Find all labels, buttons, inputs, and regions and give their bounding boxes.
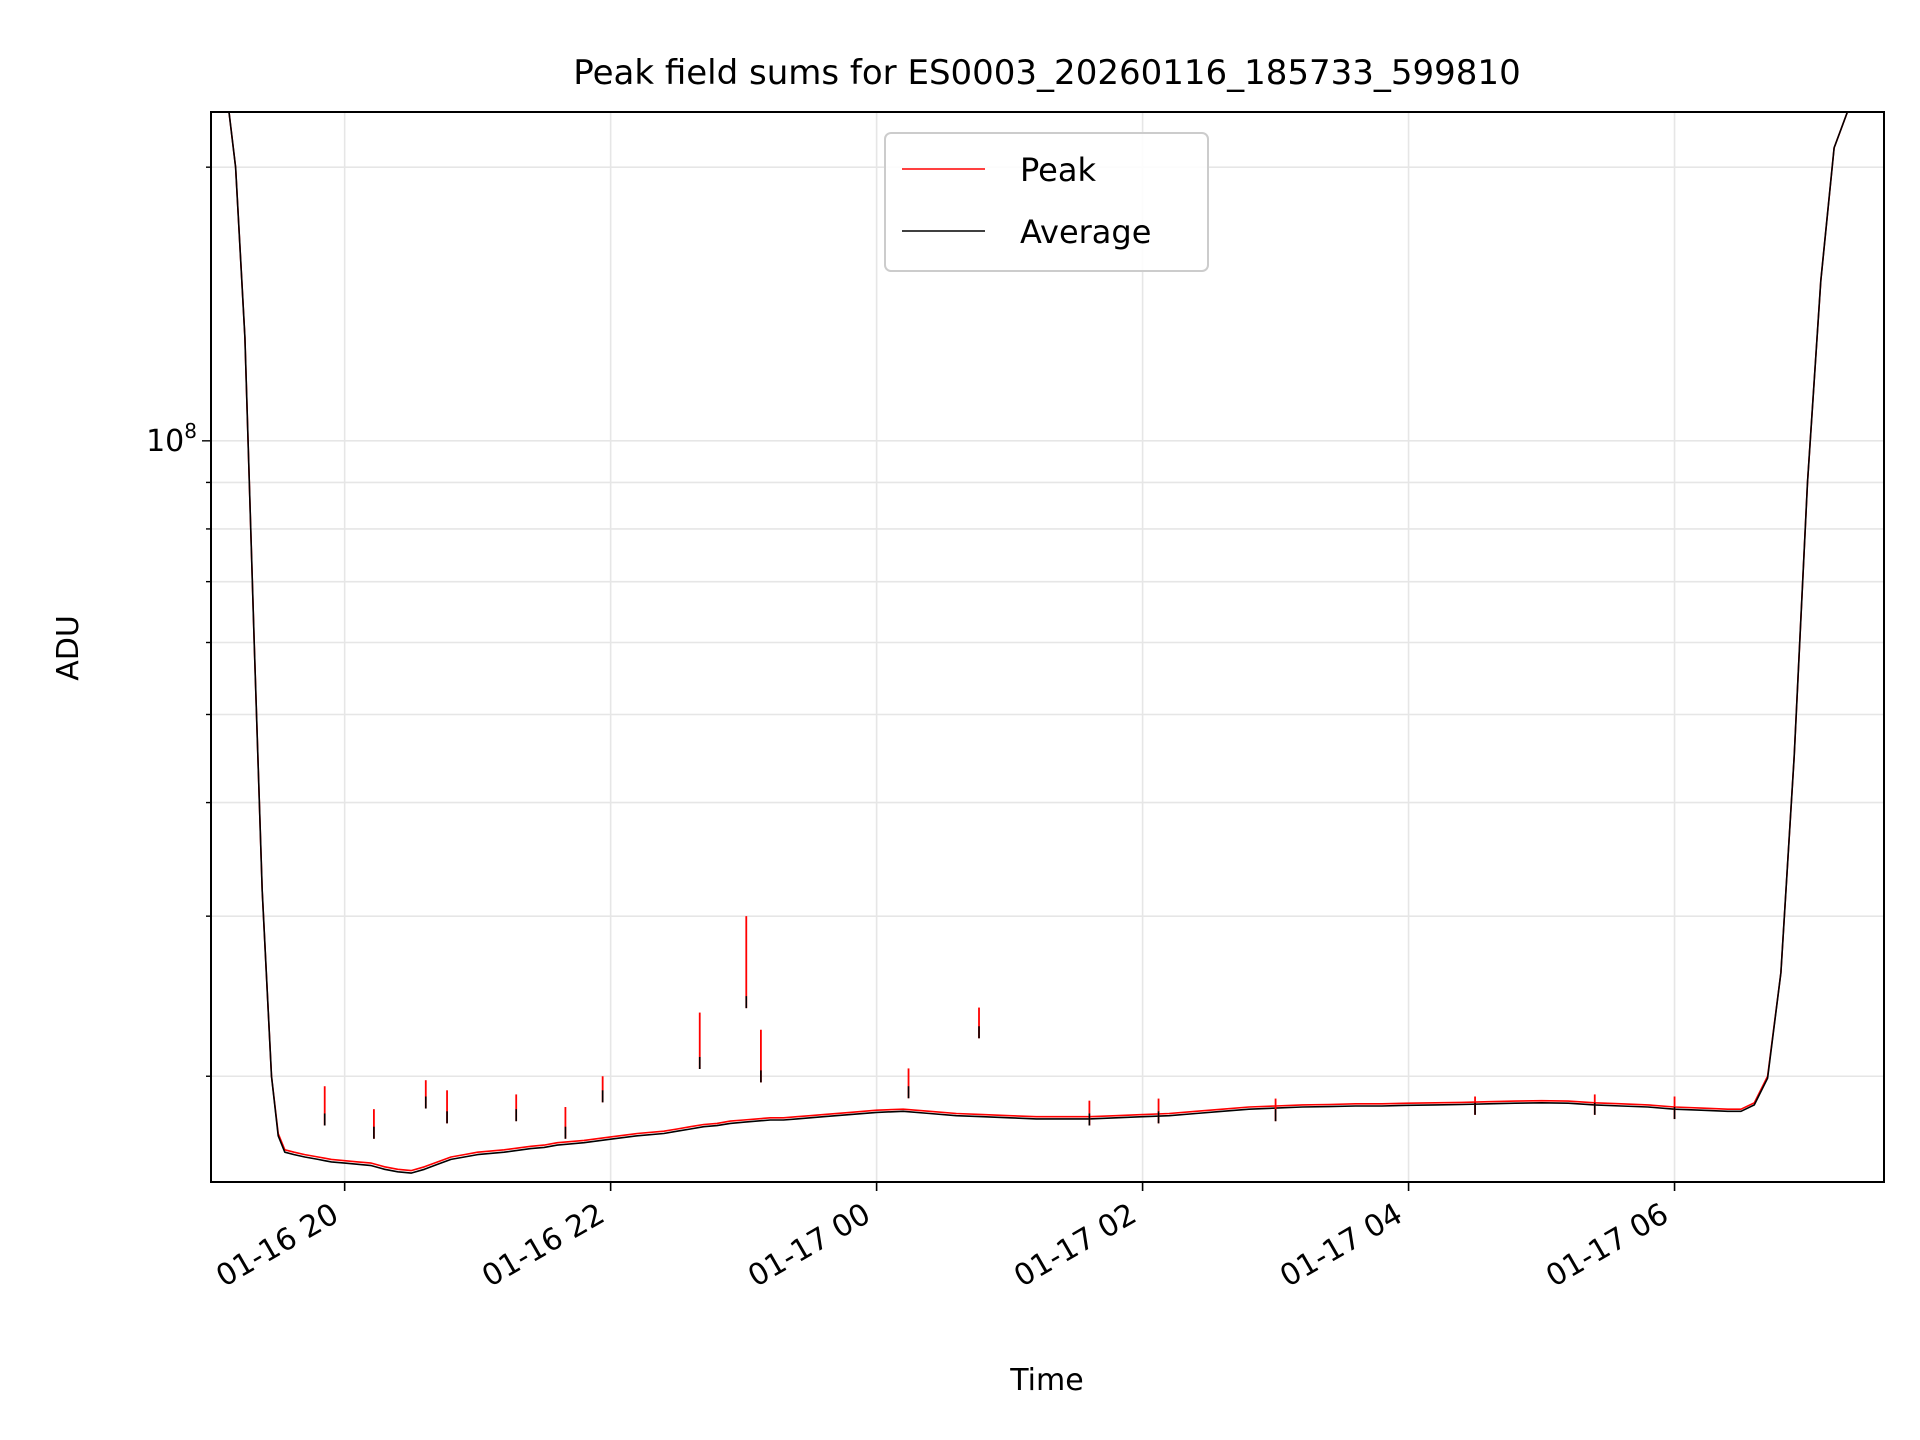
legend-peak-label: Peak: [1020, 151, 1096, 189]
y-tick-label-base: 10: [146, 424, 184, 459]
series-layer: [228, 112, 1861, 1174]
y-axis-ticks: 108: [146, 166, 211, 1077]
chart-title: Peak field sums for ES0003_20260116_1857…: [573, 53, 1520, 93]
x-axis-label: Time: [1009, 1363, 1083, 1398]
legend: Peak Average: [884, 132, 1209, 272]
legend-average-label: Average: [1020, 213, 1151, 251]
series-peak-line: [228, 112, 1861, 1172]
plot-frame: [210, 111, 1885, 1183]
y-axis-label: ADU: [51, 615, 86, 681]
legend-box: [884, 132, 1209, 272]
y-tick-label: 108: [146, 419, 197, 459]
y-tick-label-exponent: 8: [184, 419, 197, 443]
series-clip-group: [228, 112, 1861, 1174]
series-average-line: [228, 112, 1861, 1174]
